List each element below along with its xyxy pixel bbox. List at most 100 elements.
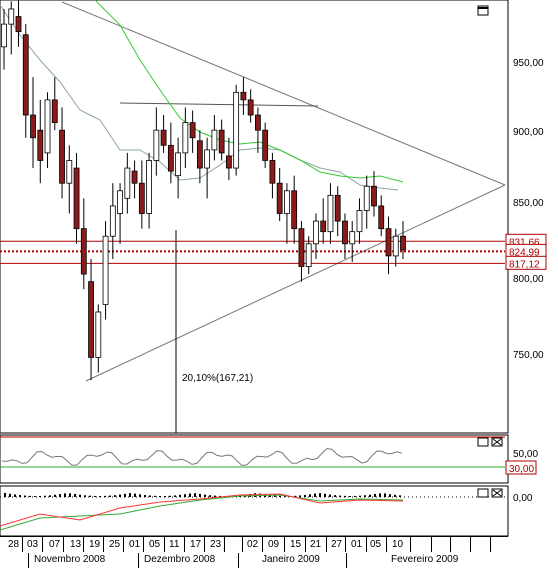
macd-bar (329, 494, 331, 497)
candle-body (320, 220, 327, 233)
oscillator-line (1, 447, 403, 467)
candle (59, 107, 65, 199)
macd-signal-line (0, 494, 404, 531)
candle (153, 107, 160, 176)
macd-bar (209, 495, 211, 497)
macd-line (0, 493, 404, 527)
candle-body (291, 190, 298, 230)
date-separator (431, 537, 432, 552)
macd-bar (354, 495, 356, 497)
date-separator (204, 537, 205, 552)
macd-bar (124, 493, 126, 497)
candle (255, 107, 261, 153)
candle (284, 183, 290, 244)
candle (392, 228, 399, 267)
macd-close-icon[interactable] (491, 488, 503, 498)
macd-bar (379, 493, 381, 497)
price-tag: 817,12 (505, 255, 547, 270)
candle (371, 171, 377, 217)
macd-maximize-icon[interactable] (477, 488, 489, 498)
macd-bar (349, 495, 351, 497)
candle-body (167, 144, 174, 172)
candle-body (363, 185, 370, 211)
candle-body (15, 16, 22, 33)
osc-level-tag: 30,00 (505, 460, 537, 475)
candle-body (44, 99, 51, 154)
candle (95, 304, 102, 373)
price-tag-text: 824,99 (509, 247, 540, 258)
osc-level-text: 30,00 (509, 464, 534, 475)
candle-body (80, 228, 87, 275)
month-separator (28, 553, 29, 568)
macd-bar (4, 493, 6, 497)
candle-body (153, 129, 160, 161)
macd-bar (294, 495, 296, 497)
candle-body (378, 205, 385, 230)
macd-bar (9, 493, 11, 497)
candle-body (73, 167, 80, 230)
macd-bar (314, 493, 316, 497)
candle (233, 84, 240, 176)
candle-body (37, 129, 44, 161)
macd-bar (109, 495, 111, 497)
candle (342, 213, 348, 259)
candle (138, 160, 145, 229)
macd-bar (274, 495, 276, 497)
macd-bar (189, 493, 191, 497)
candle-body (189, 122, 196, 139)
macd-bar (54, 494, 56, 497)
candle-body (66, 160, 73, 184)
macd-bar (399, 495, 401, 497)
date-separator (345, 537, 346, 552)
candle-body (276, 182, 283, 214)
price-panel-frame (0, 0, 509, 434)
osc-level-box (505, 460, 537, 475)
candle-body (59, 129, 65, 184)
date-tick-label: 09 (268, 539, 280, 550)
month-label: Dezembro 2008 (144, 554, 216, 565)
candle-body (385, 228, 392, 257)
candle (131, 160, 138, 199)
trendline-upper (61, 1, 506, 186)
candle-body (146, 160, 152, 214)
date-tick-label: 05 (149, 539, 161, 550)
macd-bar (129, 493, 131, 497)
macd-bar (69, 493, 71, 497)
candle (269, 152, 276, 199)
date-separator (143, 537, 144, 552)
month-label: Fevereiro 2009 (391, 554, 459, 565)
maximize-icon[interactable] (477, 5, 489, 16)
month-label: Janeiro 2009 (262, 554, 320, 565)
date-separator (42, 537, 43, 552)
candle (196, 130, 203, 184)
candle (262, 122, 269, 169)
candle-body (138, 182, 145, 214)
macd-bar (34, 495, 36, 497)
candle (305, 236, 312, 275)
osc-maximize-icon[interactable] (477, 437, 489, 447)
candle-body (400, 235, 406, 251)
candle (44, 92, 51, 169)
candle-body (240, 91, 247, 101)
price-tag-text: 817,12 (509, 259, 540, 270)
month-row: Novembro 2008 Dezembro 2008 Janeiro 2009 Fe… (0, 553, 508, 568)
candle-body (131, 170, 138, 184)
candle (225, 137, 232, 181)
date-separator (366, 537, 367, 552)
date-separator (326, 537, 327, 552)
osc-close-icon[interactable] (491, 437, 503, 447)
candle (356, 198, 363, 244)
candle (88, 258, 94, 381)
candle-body (117, 190, 123, 214)
date-separator (305, 537, 306, 552)
macd-bar (164, 495, 166, 497)
candle (146, 152, 152, 229)
y-tick-label: 750,00 (513, 350, 544, 361)
candle (22, 24, 29, 138)
macd-bar (199, 493, 201, 497)
macd-bar (384, 493, 386, 497)
macd-bar (104, 495, 106, 497)
macd-bar (79, 494, 81, 497)
macd-bar (319, 493, 321, 497)
